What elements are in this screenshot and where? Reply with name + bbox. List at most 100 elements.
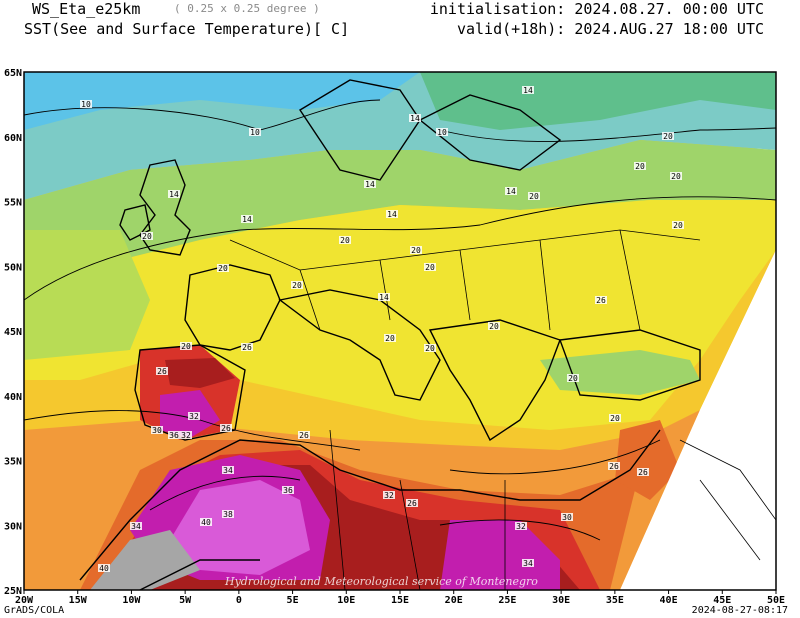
watermark: Hydrological and Meteorological service … (225, 575, 538, 588)
contour-label: 32 (188, 412, 200, 421)
contour-label: 10 (80, 100, 92, 109)
contour-label: 32 (515, 522, 527, 531)
svg-text:20: 20 (411, 246, 421, 255)
svg-text:36: 36 (169, 431, 179, 440)
contour-label: 26 (406, 499, 418, 508)
variable-title: SST(See and Surface Temperature)[ C] (24, 20, 350, 38)
contour-label: 20 (662, 132, 674, 141)
svg-text:26: 26 (242, 343, 252, 352)
contour-label: 26 (220, 424, 232, 433)
contour-label: 20 (528, 192, 540, 201)
svg-text:14: 14 (410, 114, 420, 123)
svg-text:14: 14 (523, 86, 533, 95)
contour-label: 14 (522, 86, 534, 95)
contour-label: 20 (670, 172, 682, 181)
lon-tick-label: 0 (236, 595, 242, 606)
contour-label: 20 (634, 162, 646, 171)
contour-label: 36 (168, 431, 180, 440)
grid-resolution: ( 0.25 x 0.25 degree ) (174, 2, 320, 15)
contour-label: 40 (98, 564, 110, 573)
contour-label: 26 (595, 296, 607, 305)
lat-tick-label: 65N (4, 68, 22, 79)
contour-label: 10 (436, 128, 448, 137)
valid-time: valid(+18h): 2024.AUG.27 18:00 UTC (456, 20, 764, 38)
contour-label: 34 (130, 522, 142, 531)
svg-text:36: 36 (283, 486, 293, 495)
lon-tick-label: 15E (391, 595, 409, 606)
contour-label: 30 (151, 426, 163, 435)
contour-label: 10 (249, 128, 261, 137)
svg-text:40: 40 (201, 518, 211, 527)
lon-tick-label: 50E (767, 595, 785, 606)
svg-text:26: 26 (221, 424, 231, 433)
lat-tick-label: 35N (4, 457, 22, 468)
svg-text:26: 26 (596, 296, 606, 305)
lon-tick-label: 5W (179, 595, 192, 606)
svg-text:20: 20 (635, 162, 645, 171)
contour-label: 20 (424, 344, 436, 353)
svg-text:32: 32 (516, 522, 526, 531)
contour-label: 14 (378, 293, 390, 302)
svg-text:26: 26 (407, 499, 417, 508)
latitude-ticks: 25N 30N 35N 40N 45N 50N 55N 60N 65N (4, 68, 22, 597)
svg-text:32: 32 (181, 431, 191, 440)
contour-label: 40 (200, 518, 212, 527)
contour-label: 20 (291, 281, 303, 290)
lon-tick-label: 30E (552, 595, 570, 606)
contour-label: 36 (282, 486, 294, 495)
contour-label: 32 (383, 491, 395, 500)
contour-label: 20 (339, 236, 351, 245)
svg-text:26: 26 (638, 468, 648, 477)
coastlines (79, 79, 701, 590)
svg-text:32: 32 (189, 412, 199, 421)
lat-tick-label: 60N (4, 133, 22, 144)
svg-text:20: 20 (181, 342, 191, 351)
svg-text:10: 10 (437, 128, 447, 137)
contour-label: 20 (488, 322, 500, 331)
lon-tick-label: 10E (337, 595, 355, 606)
svg-text:40: 40 (99, 564, 109, 573)
svg-text:20: 20 (489, 322, 499, 331)
longitude-ticks: 20W 15W 10W 5W 0 5E 10E 15E 20E 25E 30E 35E 40E 45E 50… (15, 590, 785, 606)
svg-text:20: 20 (340, 236, 350, 245)
lon-tick-label: 5E (287, 595, 299, 606)
svg-text:14: 14 (379, 293, 389, 302)
footer-timestamp: 2024-08-27-08:17 (691, 605, 788, 616)
lat-tick-label: 45N (4, 327, 22, 338)
svg-text:20: 20 (663, 132, 673, 141)
contour-label: 30 (561, 513, 573, 522)
svg-text:20: 20 (529, 192, 539, 201)
contour-label: 20 (180, 342, 192, 351)
svg-text:26: 26 (157, 367, 167, 376)
contour-label: 14 (168, 190, 180, 199)
model-title: WS_Eta_e25km (32, 0, 141, 18)
svg-text:32: 32 (384, 491, 394, 500)
svg-text:14: 14 (365, 180, 375, 189)
svg-text:20: 20 (385, 334, 395, 343)
svg-text:10: 10 (81, 100, 91, 109)
svg-text:30: 30 (562, 513, 572, 522)
svg-text:20: 20 (673, 221, 683, 230)
contour-label: 26 (298, 431, 310, 440)
svg-text:14: 14 (242, 215, 252, 224)
footer-credit: GrADS/COLA (4, 605, 65, 616)
lat-tick-label: 50N (4, 262, 22, 273)
svg-text:30: 30 (152, 426, 162, 435)
contour-label: 14 (386, 210, 398, 219)
contour-label: 20 (141, 232, 153, 241)
borders (229, 229, 776, 590)
svg-text:26: 26 (299, 431, 309, 440)
svg-text:14: 14 (506, 187, 516, 196)
temperature-field (24, 72, 776, 590)
lat-tick-label: 40N (4, 392, 22, 403)
contour-label: 14 (364, 180, 376, 189)
svg-text:20: 20 (568, 374, 578, 383)
contour-label: 14 (409, 114, 421, 123)
svg-text:34: 34 (131, 522, 141, 531)
svg-text:38: 38 (223, 510, 233, 519)
lon-tick-label: 45E (713, 595, 731, 606)
contour-label: 14 (241, 215, 253, 224)
isotherms (24, 99, 776, 541)
